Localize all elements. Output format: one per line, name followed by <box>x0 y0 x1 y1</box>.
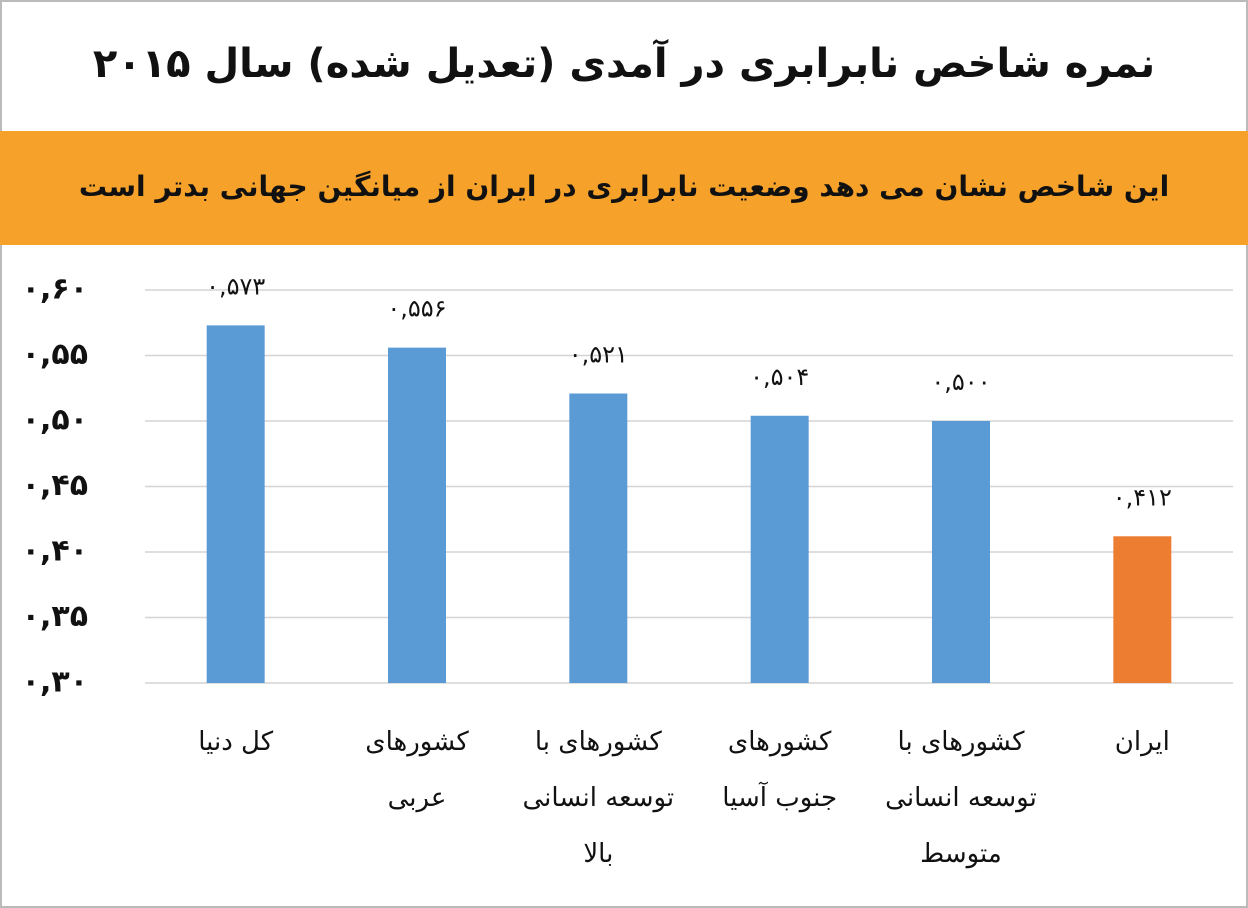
y-tick-label: ۰,۳۰ <box>22 665 88 700</box>
bar <box>388 347 446 683</box>
x-tick-label: کل دنیا <box>198 727 274 757</box>
y-tick-label: ۰,۴۵ <box>22 468 88 503</box>
y-tick-label: ۰,۴۰ <box>22 534 88 569</box>
x-tick-label-line: کل دنیا <box>198 727 274 757</box>
bar <box>1113 536 1172 683</box>
bar <box>569 393 628 683</box>
value-label: ۰,۴۱۲ <box>1113 483 1172 511</box>
x-tick-label-line: ایران <box>1115 727 1170 757</box>
x-tick-label: کشورهای با توسعه انسانی متوسط <box>885 727 1037 869</box>
bar <box>206 325 265 683</box>
x-tick-label-line: توسعه انسانی <box>522 783 674 813</box>
y-tick-label: ۰,۶۰ <box>22 272 88 307</box>
value-label: ۰,۵۵۶ <box>387 295 446 323</box>
chart-title: نمره شاخص نابرابری در آمدی (تعدیل شده) س… <box>93 38 1155 87</box>
x-tick-label-line: توسعه انسانی <box>885 783 1037 813</box>
subtitle-band <box>0 131 1248 245</box>
x-tick-label: کشورهای جنوب آسیا <box>722 727 837 813</box>
bar <box>750 415 809 683</box>
chart-subtitle: این شاخص نشان می دهد وضعیت نابرابری در ا… <box>79 170 1169 203</box>
x-tick-label-line: متوسط <box>920 839 1002 869</box>
x-tick-label: کشورهای عربی <box>365 727 469 813</box>
x-tick-label: کشورهای با توسعه انسانی بالا <box>522 727 674 869</box>
x-tick-label: ایران <box>1115 727 1170 757</box>
x-tick-label-line: کشورهای <box>365 727 469 757</box>
x-tick-label-line: جنوب آسیا <box>722 781 837 813</box>
value-label: ۰,۵۰۴ <box>750 363 809 391</box>
x-tick-label-line: کشورهای با <box>535 727 663 757</box>
y-tick-label: ۰,۵۵ <box>22 337 88 372</box>
x-tick-label-line: کشورهای با <box>898 727 1026 757</box>
bar <box>932 421 990 683</box>
x-tick-label-line: عربی <box>388 783 447 813</box>
y-tick-label: ۰,۵۰ <box>22 403 88 438</box>
x-tick-label-line: کشورهای <box>728 727 832 757</box>
y-tick-label: ۰,۳۵ <box>22 599 88 634</box>
value-label: ۰,۵۲۱ <box>569 340 628 368</box>
value-label: ۰,۵۷۳ <box>206 272 265 300</box>
value-label: ۰,۵۰۰ <box>931 368 990 396</box>
x-tick-label-line: بالا <box>583 839 613 869</box>
